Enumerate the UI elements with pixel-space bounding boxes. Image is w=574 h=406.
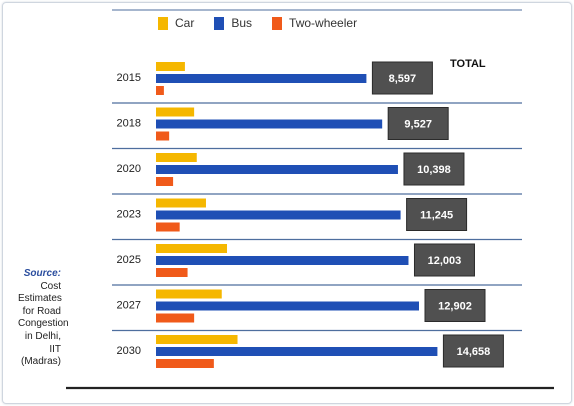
bar-bus (156, 74, 367, 83)
source-line: in Delhi, IIT (24, 330, 61, 355)
source-line: (Madras) (20, 356, 61, 368)
category-label: 2023 (117, 209, 141, 221)
total-value: 10,398 (417, 164, 451, 176)
bar-car (156, 198, 206, 208)
legend-item-two-wheeler: Two-wheeler (272, 16, 357, 30)
category-label: 2018 (117, 118, 141, 130)
category-label: 2027 (117, 300, 141, 312)
legend-swatch-two-wheeler (272, 16, 283, 30)
bar-bus (156, 256, 409, 265)
bar-bus (156, 301, 419, 311)
source-note: Source: Cost Estimates for Road Congesti… (18, 268, 69, 369)
total-box (413, 243, 475, 277)
legend-item-bus: Bus (214, 16, 252, 30)
total-box (387, 107, 449, 140)
bar-two-wheeler (156, 359, 214, 368)
total-value: 14,658 (457, 346, 491, 358)
bar-bus (156, 119, 383, 129)
source-line: Estimates (18, 293, 62, 305)
total-value: 8,597 (389, 73, 417, 85)
bar-bus (156, 347, 438, 356)
category-label: 2015 (117, 72, 141, 84)
total-box (442, 334, 504, 368)
bar-car (156, 62, 185, 71)
source-line: Congestion (18, 318, 69, 330)
legend-label-two-wheeler: Two-wheeler (289, 16, 358, 30)
category-label: 2020 (117, 163, 141, 175)
total-value: 12,003 (428, 255, 462, 267)
legend: Car Bus Two-wheeler (158, 16, 357, 30)
total-heading: TOTAL (450, 58, 486, 70)
total-value: 11,245 (420, 210, 453, 222)
bar-bus (156, 210, 401, 220)
total-value: 12,902 (438, 301, 472, 313)
total-box (406, 198, 468, 231)
bar-car (156, 107, 195, 117)
bar-two-wheeler (156, 222, 180, 232)
bar-car (156, 289, 222, 299)
bar-car (156, 244, 228, 253)
category-label: 2025 (117, 254, 141, 266)
category-label: 2030 (117, 345, 141, 357)
bar-car (156, 153, 197, 162)
source-line: Cost (40, 280, 61, 292)
legend-swatch-bus (214, 16, 225, 30)
bar-bus (156, 165, 398, 174)
legend-label-bus: Bus (231, 16, 253, 30)
bar-two-wheeler (156, 131, 170, 141)
legend-swatch-car (158, 16, 168, 30)
total-value: 9,527 (404, 119, 432, 131)
legend-label-car: Car (175, 16, 195, 30)
source-title: Source: (23, 268, 61, 279)
bar-car (156, 335, 238, 344)
bar-two-wheeler (156, 177, 174, 186)
bar-two-wheeler (156, 268, 188, 277)
total-box (424, 289, 486, 322)
total-box (403, 152, 465, 186)
bar-two-wheeler (156, 313, 195, 323)
legend-item-car: Car (158, 16, 194, 30)
source-line: for Road (22, 305, 61, 317)
bar-two-wheeler (156, 86, 164, 95)
total-box (371, 61, 433, 95)
